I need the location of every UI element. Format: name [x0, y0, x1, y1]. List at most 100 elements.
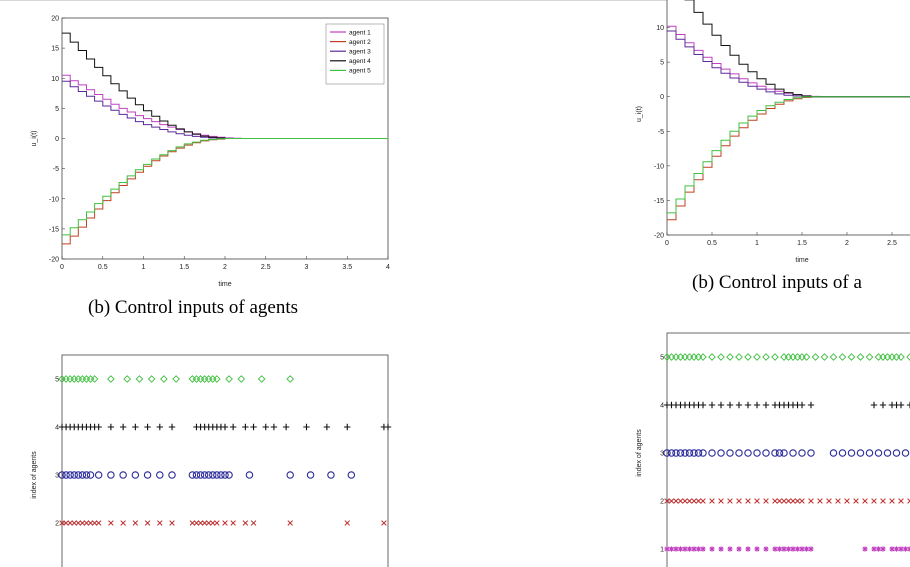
- data-point-diamond: [897, 353, 905, 361]
- data-point-asterisk: [709, 546, 715, 552]
- data-point-circle: [192, 471, 201, 479]
- data-point-circle: [188, 471, 197, 479]
- y-axis-label: u_i(t): [31, 131, 38, 147]
- data-point-circle: [347, 471, 356, 479]
- x-tick-label: 0.5: [707, 240, 717, 247]
- x-axis-label: time: [218, 281, 231, 288]
- data-point-x: [344, 520, 351, 526]
- y-tick-label: 5: [55, 106, 59, 113]
- series-line-agent-5: [62, 138, 388, 236]
- data-point-circle: [775, 449, 784, 457]
- data-point-x: [71, 520, 77, 526]
- data-point-circle: [143, 471, 152, 479]
- series-line-agent-5: [667, 96, 910, 214]
- data-point-circle: [771, 449, 779, 457]
- y-tick-label: 5: [660, 355, 664, 362]
- data-point-x: [700, 498, 706, 504]
- x-tick-label: 2: [223, 264, 227, 271]
- data-point-plus: [344, 423, 351, 431]
- y-tick-label: 0: [660, 94, 664, 101]
- data-point-circle: [780, 449, 788, 457]
- data-point-plus: [132, 423, 139, 431]
- y-tick-label: 15: [51, 46, 59, 53]
- data-point-circle: [74, 471, 83, 479]
- data-point-asterisk: [754, 546, 760, 552]
- data-point-circle: [225, 471, 233, 479]
- y-tick-label: -20: [654, 233, 664, 240]
- data-point-plus: [262, 423, 269, 431]
- data-point-x: [79, 520, 86, 526]
- data-point-asterisk: [664, 546, 670, 552]
- data-point-circle: [107, 471, 115, 479]
- legend-entry: agent 3: [349, 49, 371, 56]
- series-group: [62, 32, 388, 245]
- data-point-plus: [250, 423, 257, 431]
- series-group: [667, 0, 910, 221]
- data-point-circle: [70, 471, 78, 479]
- data-point-asterisk: [785, 546, 792, 552]
- data-point-asterisk: [700, 546, 706, 552]
- data-point-x: [695, 498, 702, 504]
- data-point-circle: [94, 471, 103, 479]
- data-point-plus: [762, 401, 770, 409]
- series-line-agent-1: [62, 74, 388, 139]
- data-point-circle: [209, 471, 217, 479]
- data-point-asterisk: [902, 546, 909, 552]
- data-point-asterisk: [875, 546, 882, 552]
- data-point-asterisk: [772, 546, 778, 552]
- data-point-circle: [82, 471, 91, 479]
- data-point-asterisk: [682, 546, 688, 552]
- data-point-plus: [95, 423, 102, 431]
- data-point-asterisk: [871, 546, 877, 552]
- data-point-x: [691, 498, 697, 504]
- data-point-circle: [694, 449, 703, 457]
- series-group: [663, 353, 910, 552]
- data-point-diamond: [717, 353, 725, 361]
- data-point-x: [781, 498, 787, 504]
- y-tick-label: 4: [55, 425, 59, 432]
- data-point-asterisk: [776, 546, 783, 552]
- data-point-x: [120, 520, 126, 526]
- data-point-circle: [156, 471, 164, 479]
- data-point-x: [799, 498, 805, 504]
- data-point-x: [677, 498, 684, 504]
- data-point-x: [157, 520, 163, 526]
- x-tick-label: 3.5: [342, 264, 352, 271]
- legend-entry: agent 5: [349, 68, 371, 75]
- y-tick-label: -15: [49, 226, 59, 233]
- data-point-asterisk: [745, 546, 751, 552]
- data-point-x: [87, 520, 94, 526]
- plot-frame: [666, 0, 910, 236]
- data-point-x: [844, 498, 850, 504]
- x-tick-label: 1.5: [797, 240, 807, 247]
- data-point-circle: [62, 471, 70, 479]
- data-point-asterisk: [862, 546, 868, 552]
- data-point-diamond: [257, 375, 266, 383]
- data-point-x: [785, 498, 792, 504]
- x-tick-label: 4: [386, 264, 390, 271]
- data-point-x: [664, 498, 670, 504]
- data-point-x: [210, 520, 216, 526]
- data-point-plus: [119, 423, 127, 431]
- data-point-circle: [306, 471, 315, 479]
- data-point-circle: [847, 449, 856, 457]
- data-point-x: [381, 520, 387, 526]
- data-point-plus: [242, 423, 249, 431]
- event-times-chart-right: 1 2 3 4 5 index of agents: [636, 332, 910, 567]
- data-point-x: [83, 520, 90, 526]
- y-tick-label: -20: [49, 257, 59, 264]
- data-point-x: [201, 520, 208, 526]
- data-point-diamond: [744, 353, 752, 361]
- data-point-x: [673, 498, 679, 504]
- data-point-diamond: [699, 353, 707, 361]
- data-point-asterisk: [727, 546, 733, 552]
- data-point-diamond: [286, 375, 295, 383]
- y-tick-label: 5: [55, 377, 59, 384]
- data-point-asterisk: [736, 546, 742, 552]
- data-point-x: [907, 498, 910, 504]
- data-point-diamond: [107, 375, 115, 383]
- data-point-circle: [204, 471, 213, 479]
- data-point-x: [817, 498, 823, 504]
- data-point-asterisk: [763, 546, 769, 552]
